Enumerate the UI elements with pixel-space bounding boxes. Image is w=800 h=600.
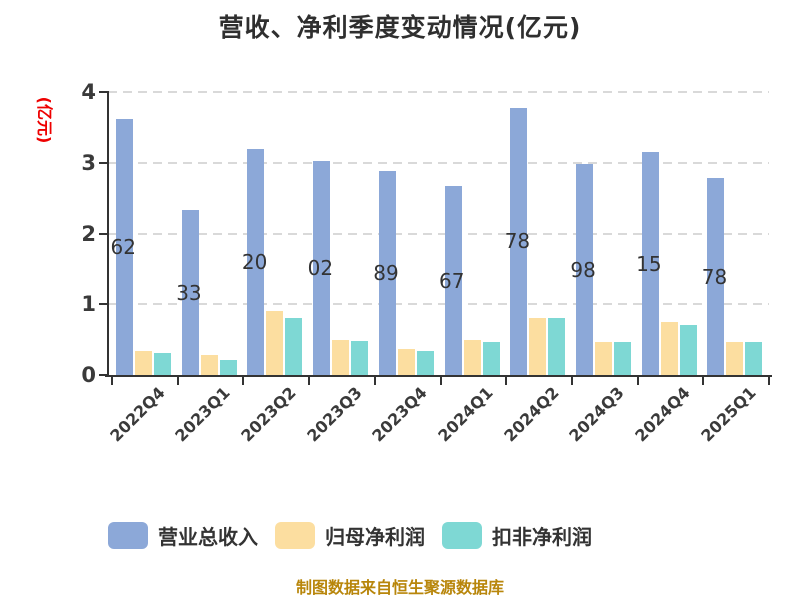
y-tick-mark <box>99 161 108 164</box>
y-tick-label: 3 <box>81 150 96 175</box>
x-tick-label: 2023Q4 <box>368 383 432 446</box>
bar-non-gaap-profit <box>416 350 434 375</box>
bar-revenue <box>247 148 265 375</box>
bar-net-profit <box>266 311 284 375</box>
x-tick-mark <box>702 377 705 385</box>
x-tick-mark <box>111 377 113 385</box>
revenue-swatch-icon <box>108 522 148 549</box>
bar-net-profit <box>660 321 678 375</box>
x-tick-mark <box>439 377 442 385</box>
bar-value-label: 02 <box>307 256 334 281</box>
bar-revenue <box>641 152 659 375</box>
legend-label-revenue: 营业总收入 <box>158 525 258 549</box>
x-tick-label: 2023Q3 <box>302 383 366 446</box>
x-tick-label: 2024Q2 <box>500 383 563 446</box>
legend-item-non-gaap-profit: 扣非净利润 <box>442 521 592 550</box>
y-tick-label: 4 <box>81 80 96 104</box>
bar-non-gaap-profit <box>679 325 697 375</box>
bar-value-label: 67 <box>439 268 465 293</box>
bar-value-label: 89 <box>373 260 399 285</box>
bar-revenue <box>510 107 528 375</box>
x-tick-mark <box>636 377 639 385</box>
bar-revenue <box>575 164 593 375</box>
y-tick-mark <box>99 303 108 306</box>
bar-non-gaap-profit <box>219 360 237 375</box>
bar-revenue <box>116 118 133 375</box>
bar-value-label: 33 <box>176 280 202 305</box>
x-tick-label: 2023Q2 <box>237 383 300 446</box>
bar-value-label: 62 <box>110 234 136 259</box>
gridline <box>108 303 769 306</box>
gridline <box>108 232 769 235</box>
bar-revenue <box>378 170 396 375</box>
bar-non-gaap-profit <box>351 341 369 375</box>
legend-item-net-profit: 归母净利润 <box>275 521 425 550</box>
bar-value-label: 20 <box>241 249 268 274</box>
bar-non-gaap-profit <box>745 342 763 375</box>
x-tick-label: 2022Q4 <box>105 383 169 446</box>
y-tick-mark <box>99 232 108 235</box>
y-tick-mark <box>99 91 108 93</box>
bar-non-gaap-profit <box>613 341 631 375</box>
bar-net-profit <box>463 339 481 375</box>
x-tick-label: 2024Q1 <box>434 383 497 446</box>
gridline <box>108 161 769 164</box>
bar-revenue <box>707 178 725 375</box>
bar-value-label: 15 <box>636 251 662 276</box>
x-tick-mark <box>570 377 573 385</box>
x-tick-mark <box>768 377 770 385</box>
bar-value-label: 78 <box>701 264 728 289</box>
x-tick-label: 2024Q3 <box>565 383 629 446</box>
bar-non-gaap-profit <box>285 317 303 375</box>
x-tick-label: 2024Q4 <box>631 383 694 446</box>
bar-non-gaap-profit <box>154 353 171 375</box>
bar-net-profit <box>332 340 350 375</box>
bar-value-label: 78 <box>504 229 531 254</box>
bar-value-label: 98 <box>570 257 596 282</box>
bar-net-profit <box>200 355 218 375</box>
bar-revenue <box>313 161 331 375</box>
bar-net-profit <box>726 341 744 375</box>
x-axis-line <box>105 375 772 377</box>
legend-label-non-gaap-profit: 扣非净利润 <box>492 525 592 549</box>
gridline <box>108 91 769 93</box>
bar-net-profit <box>135 350 152 375</box>
y-tick-label: 1 <box>81 292 96 317</box>
bar-non-gaap-profit <box>548 318 566 375</box>
x-tick-mark <box>308 377 311 385</box>
bar-revenue <box>181 210 199 375</box>
x-tick-mark <box>242 377 245 385</box>
x-tick-label: 2023Q1 <box>171 383 234 446</box>
x-tick-mark <box>373 377 376 385</box>
legend: 营业总收入 归母净利润 扣非净利润 <box>108 521 592 550</box>
data-source-note: 制图数据来自恒生聚源数据库 <box>295 578 504 597</box>
y-axis-line <box>107 91 109 377</box>
y-tick-label: 2 <box>81 221 96 246</box>
bar-non-gaap-profit <box>482 341 500 375</box>
x-tick-mark <box>505 377 508 385</box>
net-profit-swatch-icon <box>275 522 315 549</box>
bar-revenue <box>444 186 462 375</box>
y-tick-label: 0 <box>81 363 96 387</box>
chart-title: 营收、净利季度变动情况(亿元) <box>218 13 582 42</box>
x-tick-mark <box>176 377 179 385</box>
legend-item-revenue: 营业总收入 <box>108 521 258 550</box>
bar-net-profit <box>529 317 547 375</box>
legend-label-net-profit: 归母净利润 <box>325 525 425 549</box>
x-tick-label: 2025Q1 <box>697 383 760 446</box>
y-tick-mark <box>99 374 108 376</box>
bar-net-profit <box>594 341 612 375</box>
non-gaap-swatch-icon <box>442 522 482 549</box>
bar-net-profit <box>397 348 415 375</box>
